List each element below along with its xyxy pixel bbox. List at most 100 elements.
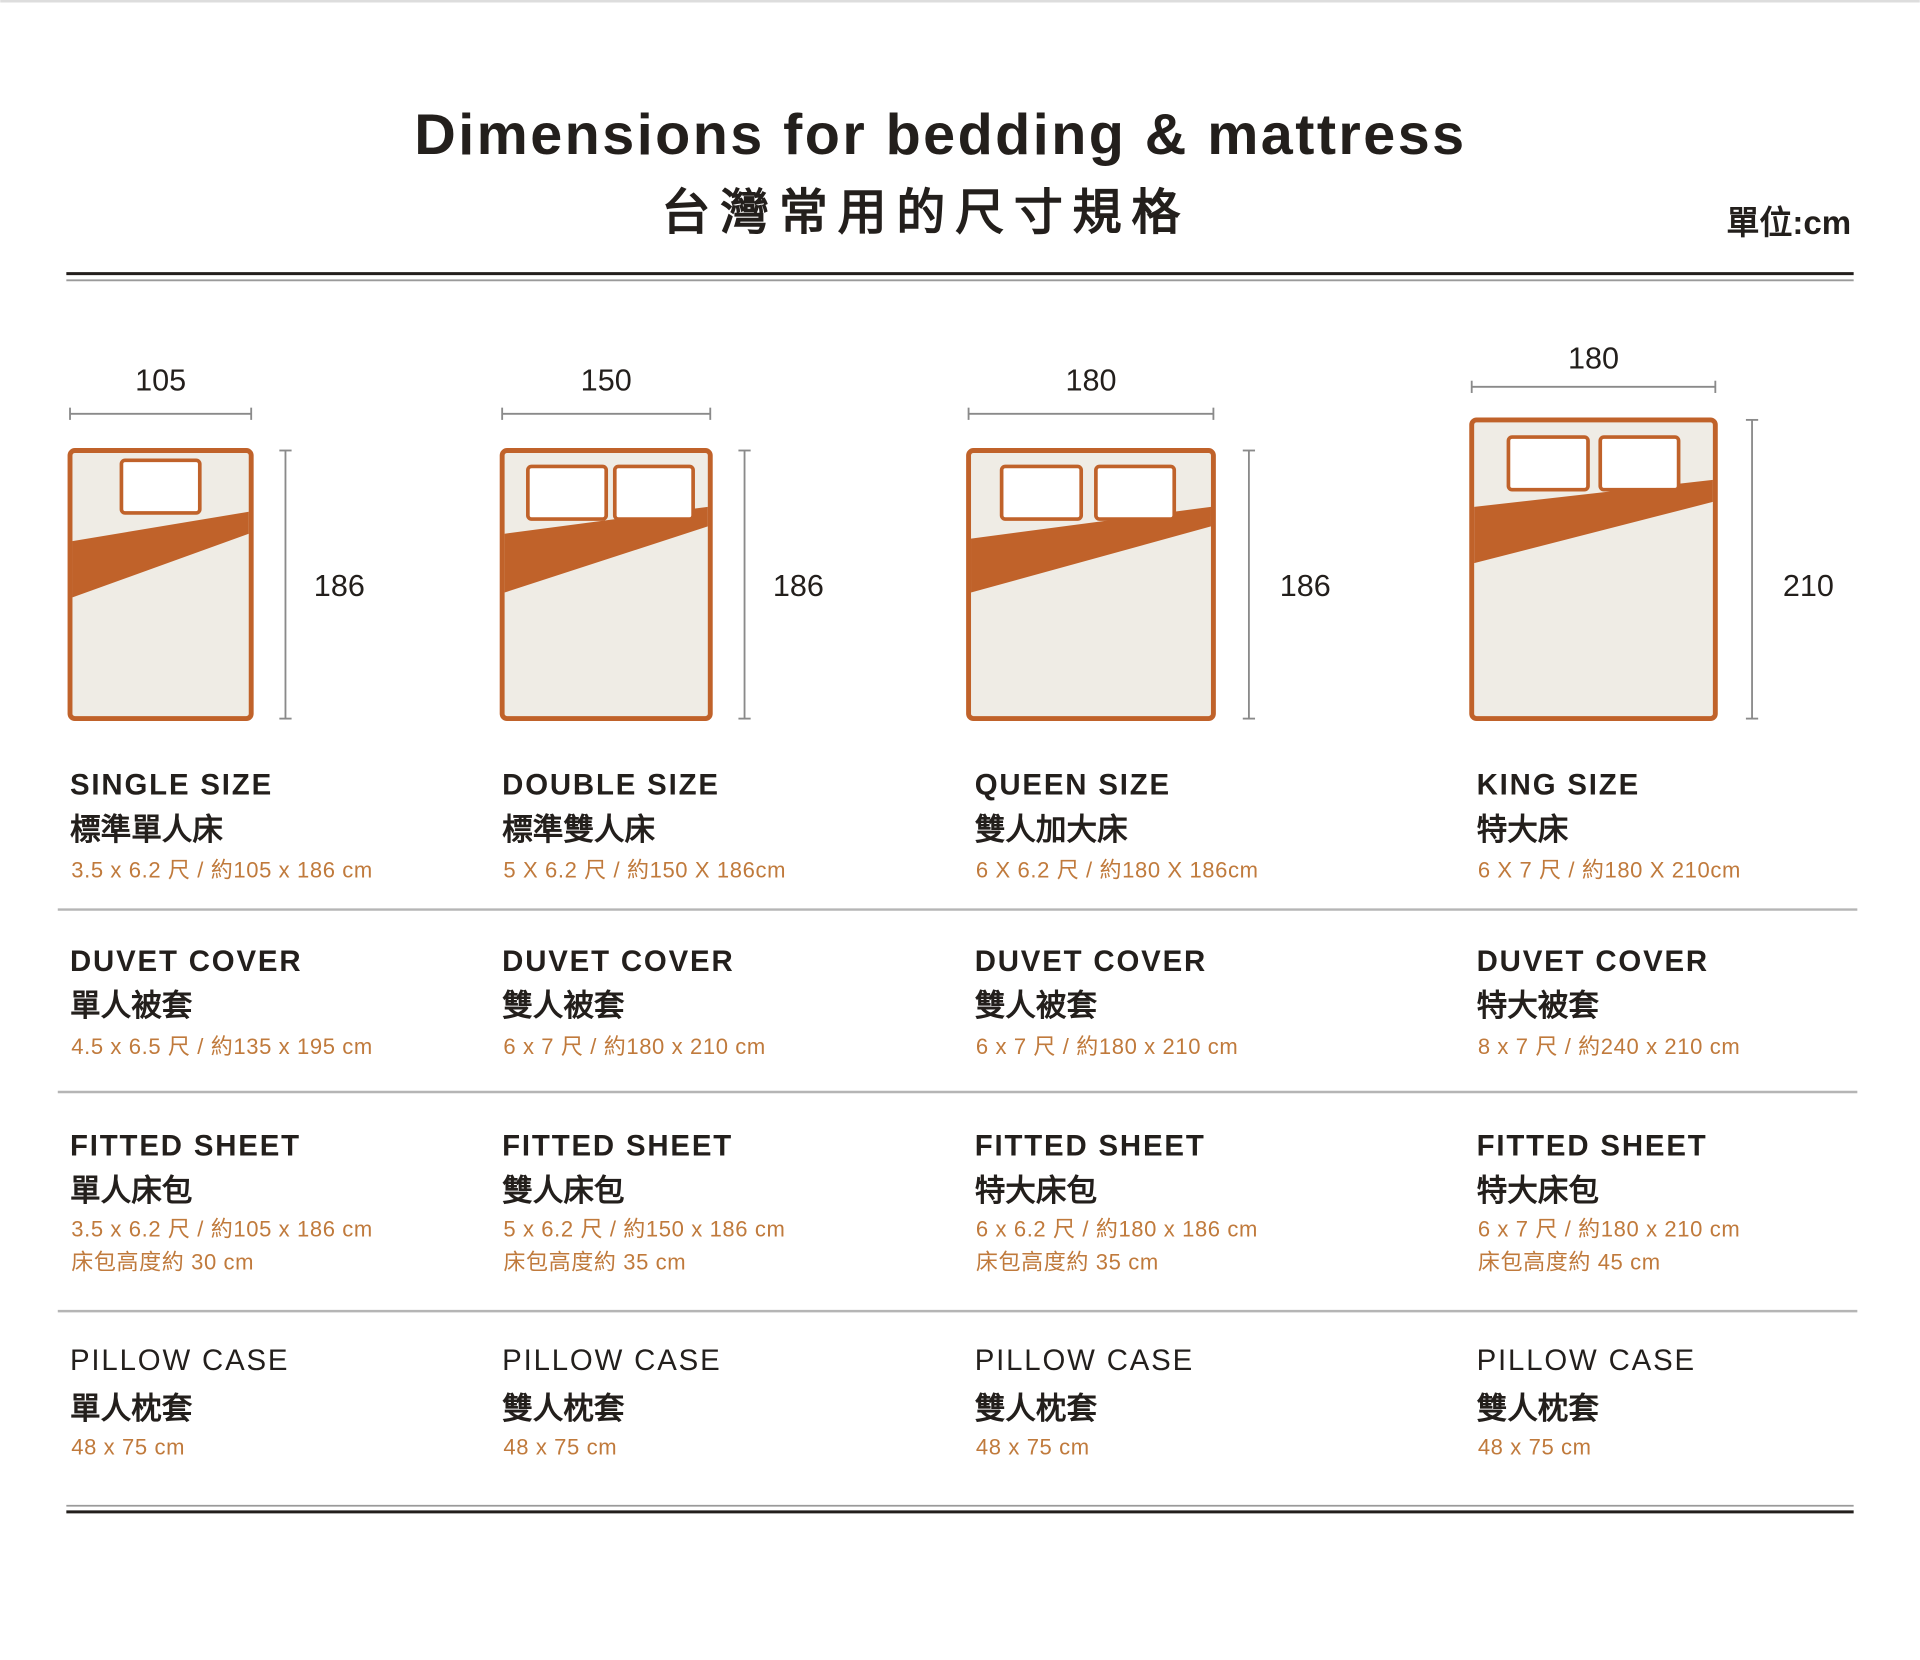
unit-label: 單位:cm <box>1726 204 1851 242</box>
item-name: FITTED SHEET <box>975 1130 1206 1163</box>
spec-cell-fitted: FITTED SHEET 特大床包 6 x 6.2 尺 / 約180 x 186 c… <box>975 1130 1258 1275</box>
length-label: 186 <box>314 569 365 603</box>
item-name: PILLOW CASE <box>502 1344 721 1377</box>
item-name-zh: 特大被套 <box>1477 989 1600 1023</box>
item-name-zh: 雙人被套 <box>502 989 625 1023</box>
item-dimensions: 6 x 7 尺 / 約180 x 210 cm <box>1478 1216 1740 1241</box>
spec-cell-duvet: DUVET COVER 單人被套 4.5 x 6.5 尺 / 約135 x 195 … <box>70 945 372 1059</box>
item-dimensions: 6 x 7 尺 / 約180 x 210 cm <box>976 1034 1238 1059</box>
length-bracket <box>279 449 292 720</box>
spec-cell-fitted: FITTED SHEET 特大床包 6 x 7 尺 / 約180 x 210 cm 床… <box>1477 1130 1740 1275</box>
duvet-fold-band <box>971 506 1211 593</box>
footer-double-rule <box>66 1504 1854 1514</box>
duvet-fold-band <box>72 511 249 598</box>
item-name-zh: 單人被套 <box>70 989 193 1023</box>
item-name: FITTED SHEET <box>70 1130 301 1163</box>
item-name: DOUBLE SIZE <box>502 768 720 801</box>
fitted-sheet-depth: 床包高度約 35 cm <box>503 1249 686 1274</box>
item-dimensions: 48 x 75 cm <box>503 1434 617 1459</box>
item-name-zh: 特大床 <box>1477 813 1569 847</box>
spec-table: SINGLE SIZE 標準單人床 3.5 x 6.2 尺 / 約105 x 186… <box>70 768 1741 1459</box>
spec-cell-size: DOUBLE SIZE 標準雙人床 5 X 6.2 尺 / 約150 X 186cm <box>502 768 786 883</box>
width-bracket <box>1470 380 1717 393</box>
fitted-sheet-depth: 床包高度約 45 cm <box>1478 1249 1661 1274</box>
pillow <box>526 464 609 521</box>
length-label: 186 <box>773 569 824 603</box>
item-dimensions: 48 x 75 cm <box>1478 1434 1592 1459</box>
width-bracket <box>501 407 712 420</box>
duvet-fold-band <box>1474 479 1713 564</box>
item-dimensions: 6 x 6.2 尺 / 約180 x 186 cm <box>976 1216 1258 1241</box>
duvet-fold-band <box>504 506 708 593</box>
bed-diagram: 105 186 <box>67 364 365 722</box>
bed-diagram: 150 186 <box>499 364 824 722</box>
page-subtitle: 台灣常用的尺寸規格 <box>661 186 1190 240</box>
pillow <box>119 458 202 515</box>
item-dimensions: 8 x 7 尺 / 約240 x 210 cm <box>1478 1034 1740 1059</box>
item-name-zh: 標準單人床 <box>70 812 223 847</box>
spec-cell-size: QUEEN SIZE 雙人加大床 6 X 6.2 尺 / 約180 X 186cm <box>975 768 1259 883</box>
item-name: DUVET COVER <box>975 945 1207 978</box>
item-dimensions: 6 X 7 尺 / 約180 X 210cm <box>1478 858 1741 883</box>
width-label: 180 <box>1568 341 1619 375</box>
item-dimensions: 6 x 7 尺 / 約180 x 210 cm <box>503 1034 765 1059</box>
spec-cell-pillow: PILLOW CASE 雙人枕套 48 x 75 cm <box>502 1344 721 1459</box>
item-dimensions: 5 x 6.2 尺 / 約150 x 186 cm <box>503 1216 785 1241</box>
spec-cell-size: SINGLE SIZE 標準單人床 3.5 x 6.2 尺 / 約105 x 186… <box>70 768 373 883</box>
spec-cell-size: KING SIZE 特大床 6 X 7 尺 / 約180 X 210cm <box>1477 768 1741 882</box>
item-name-zh: 單人床包 <box>70 1173 192 1208</box>
item-name-zh: 特大床包 <box>975 1173 1097 1208</box>
item-name: PILLOW CASE <box>1477 1344 1696 1377</box>
width-label: 150 <box>581 364 632 398</box>
item-name-zh: 雙人床包 <box>502 1173 624 1208</box>
item-name-zh: 雙人被套 <box>975 989 1098 1023</box>
length-bracket <box>738 449 751 720</box>
fitted-sheet-depth: 床包高度約 30 cm <box>71 1249 254 1274</box>
item-dimensions: 3.5 x 6.2 尺 / 約105 x 186 cm <box>71 1216 373 1241</box>
mattress-outline <box>67 448 254 722</box>
item-name: PILLOW CASE <box>70 1344 289 1377</box>
width-label: 180 <box>1065 364 1116 398</box>
item-name: QUEEN SIZE <box>975 768 1171 801</box>
pillow <box>612 464 695 521</box>
width-bracket <box>967 407 1215 420</box>
item-name: DUVET COVER <box>1477 945 1709 978</box>
pillow <box>1598 435 1681 492</box>
spec-cell-duvet: DUVET COVER 雙人被套 6 x 7 尺 / 約180 x 210 cm <box>975 945 1238 1059</box>
item-dimensions: 48 x 75 cm <box>71 1434 185 1459</box>
item-name: FITTED SHEET <box>502 1130 733 1163</box>
item-name-zh: 雙人枕套 <box>502 1392 625 1426</box>
spec-cell-pillow: PILLOW CASE 單人枕套 48 x 75 cm <box>70 1344 289 1459</box>
item-name: PILLOW CASE <box>975 1344 1194 1377</box>
item-dimensions: 48 x 75 cm <box>976 1434 1090 1459</box>
length-label: 186 <box>1280 569 1331 603</box>
fitted-sheet-depth: 床包高度約 35 cm <box>976 1249 1159 1274</box>
spec-cell-duvet: DUVET COVER 特大被套 8 x 7 尺 / 約240 x 210 cm <box>1477 945 1740 1059</box>
item-name: KING SIZE <box>1477 768 1640 801</box>
width-label: 105 <box>135 364 186 398</box>
length-bracket <box>1242 449 1256 720</box>
spec-cell-fitted: FITTED SHEET 單人床包 3.5 x 6.2 尺 / 約105 x 186… <box>70 1130 373 1275</box>
pillow <box>1094 464 1177 521</box>
item-name-zh: 單人枕套 <box>70 1392 193 1426</box>
pillow <box>1506 435 1590 492</box>
spec-cell-fitted: FITTED SHEET 雙人床包 5 x 6.2 尺 / 約150 x 186 c… <box>502 1130 785 1275</box>
row-separators <box>57 908 1858 1313</box>
item-name-zh: 雙人枕套 <box>975 1392 1098 1426</box>
item-dimensions: 5 X 6.2 尺 / 約150 X 186cm <box>503 858 786 883</box>
item-name: DUVET COVER <box>70 945 302 978</box>
spec-cell-duvet: DUVET COVER 雙人被套 6 x 7 尺 / 約180 x 210 cm <box>502 945 765 1059</box>
length-label: 210 <box>1783 569 1834 603</box>
page-title: Dimensions for bedding & mattress <box>414 103 1466 167</box>
spec-cell-pillow: PILLOW CASE 雙人枕套 48 x 75 cm <box>1477 1344 1696 1459</box>
item-name-zh: 標準雙人床 <box>502 812 655 847</box>
item-name-zh: 雙人枕套 <box>1477 1392 1600 1426</box>
item-dimensions: 3.5 x 6.2 尺 / 約105 x 186 cm <box>71 858 373 883</box>
bed-diagram: 180 186 <box>966 364 1331 722</box>
width-bracket <box>69 407 253 420</box>
header-double-rule <box>66 272 1854 282</box>
bed-diagram: 180 210 <box>1469 341 1834 722</box>
item-dimensions: 6 X 6.2 尺 / 約180 X 186cm <box>976 858 1259 883</box>
item-name-zh: 特大床包 <box>1477 1173 1599 1208</box>
item-name: DUVET COVER <box>502 945 734 978</box>
